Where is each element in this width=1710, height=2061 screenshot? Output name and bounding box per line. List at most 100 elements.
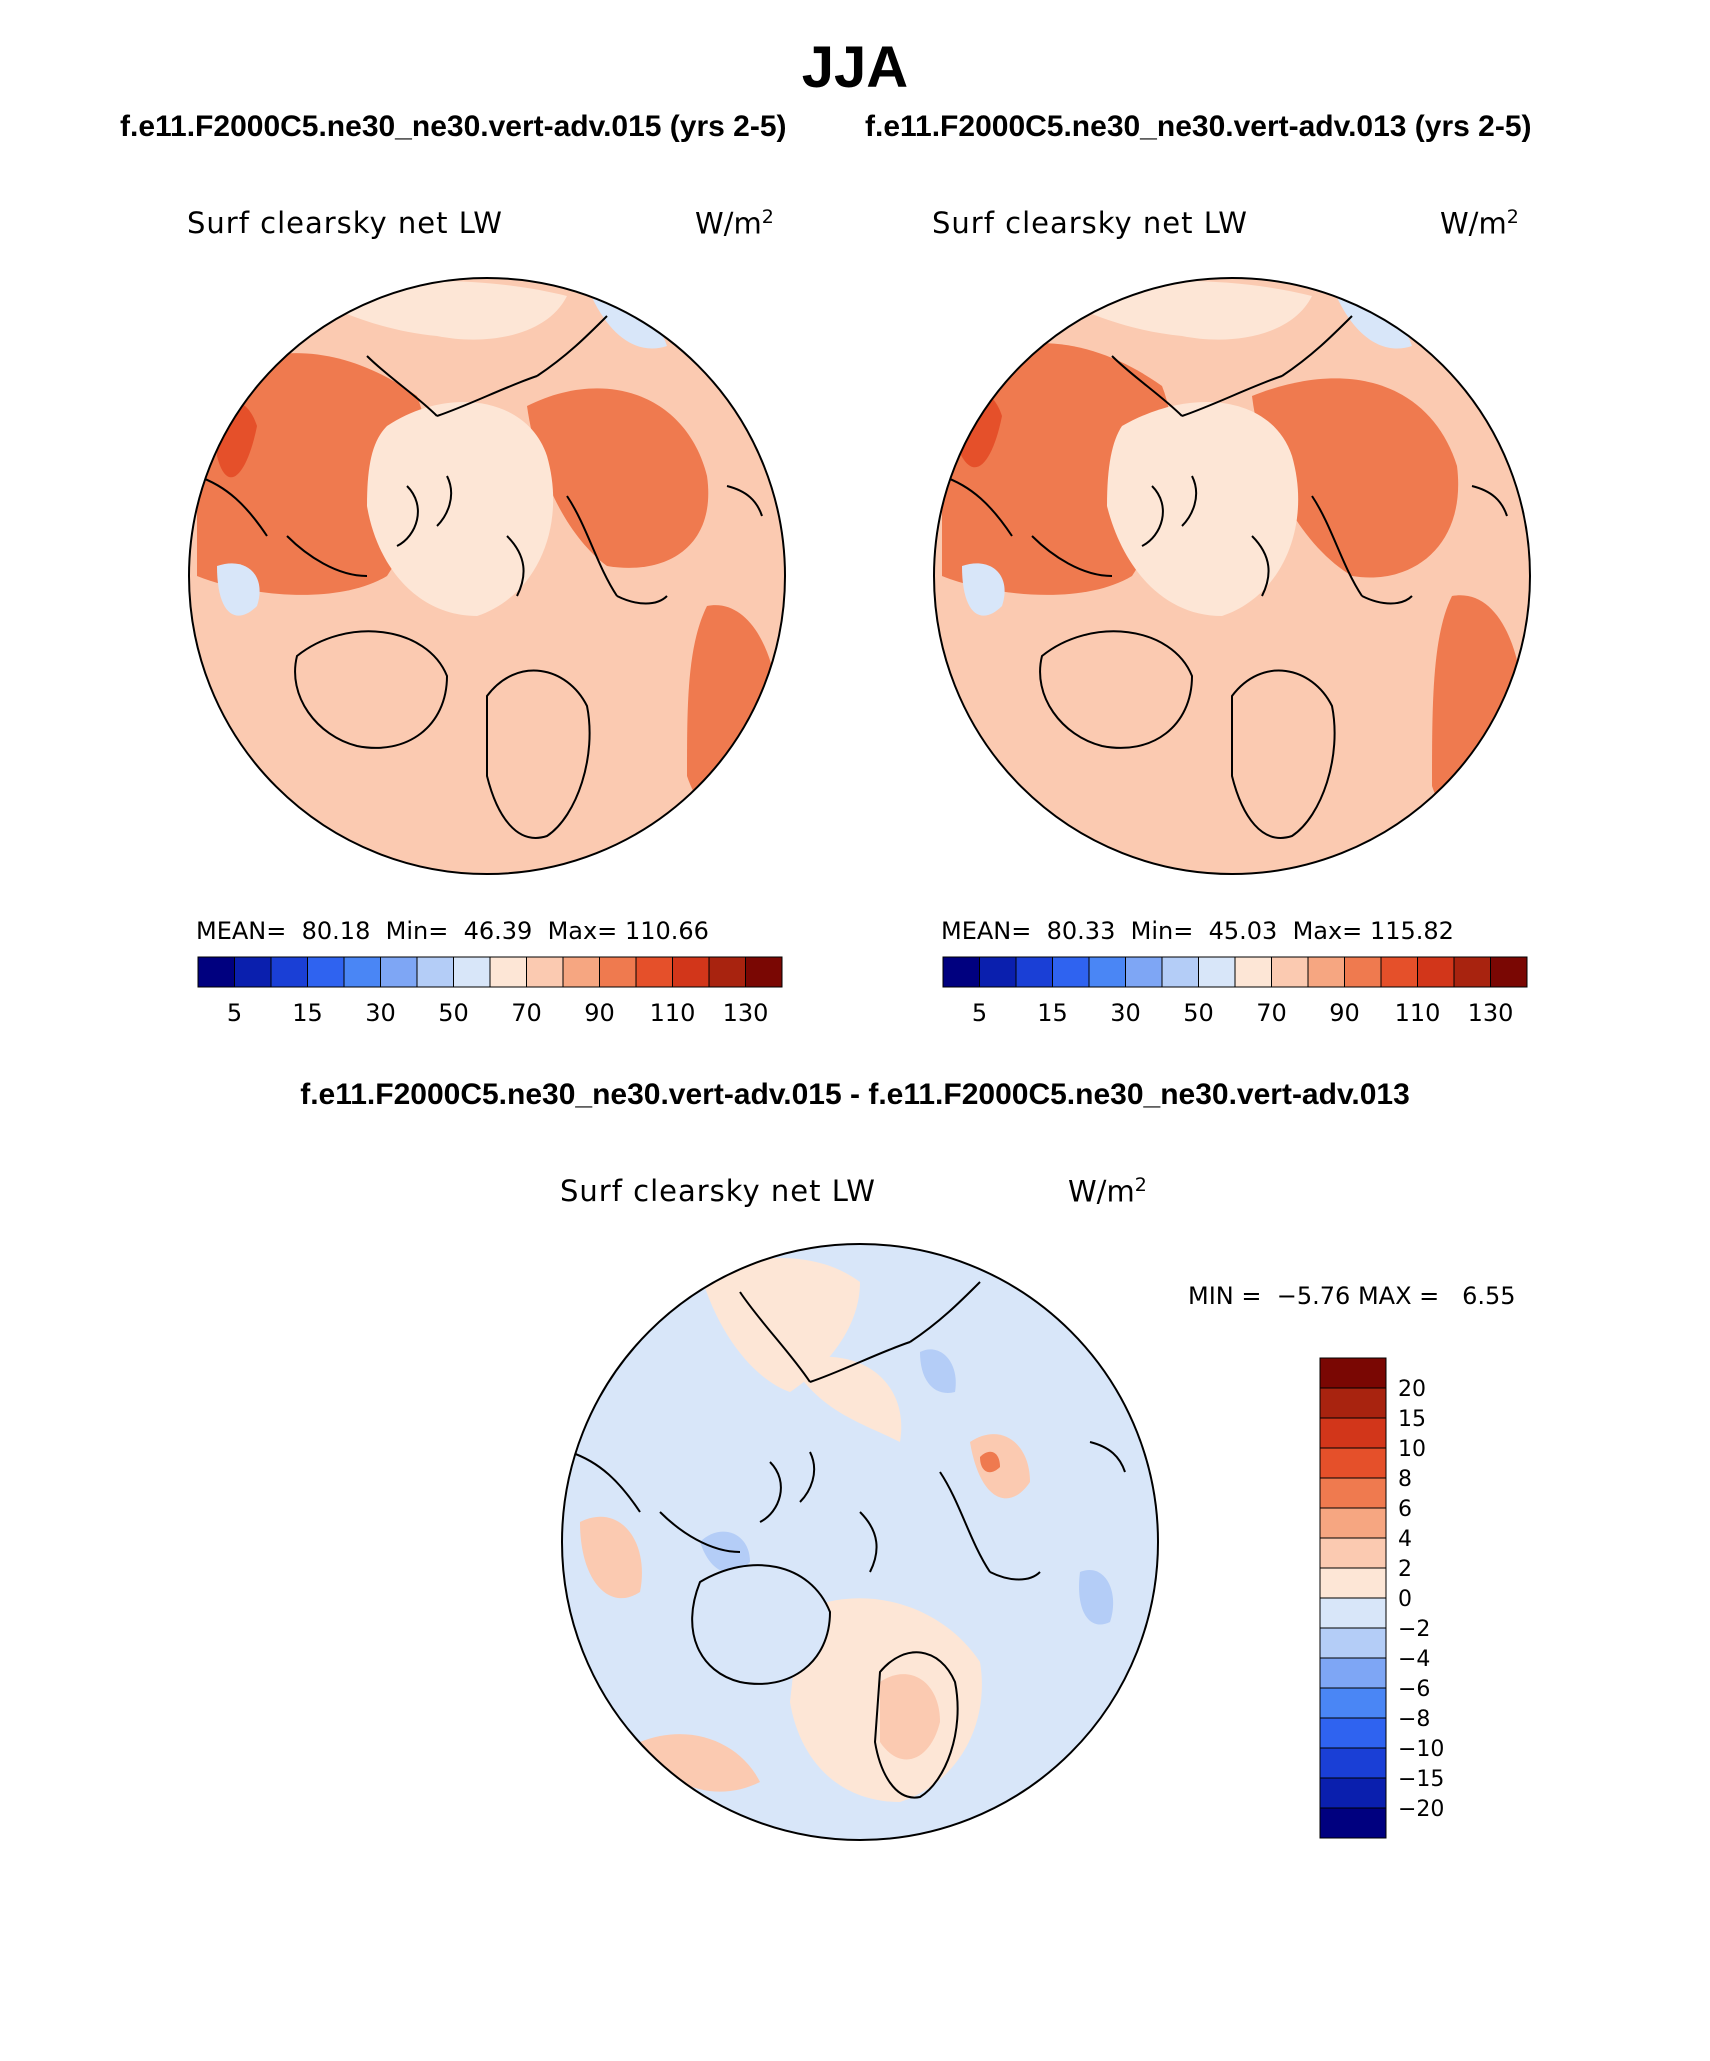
colorbar-swatch — [1319, 1597, 1387, 1629]
panel-2-colorbar: 5 15 30 50 70 90 110 130 — [942, 956, 1528, 1027]
diff-units: W/m2 — [1068, 1174, 1147, 1209]
diff-hot-spot — [980, 1451, 1000, 1473]
panel-2-coastline-east — [1471, 485, 1508, 517]
diff-min-max: MIN = −5.76 MAX = 6.55 — [1188, 1282, 1516, 1310]
colorbar-swatch — [1052, 956, 1090, 988]
diff-map-border — [561, 1243, 1159, 1841]
panel-2-scandinavia — [1231, 669, 1336, 839]
colorbar-tick-label: 20 — [1398, 1377, 1426, 1402]
colorbar-swatch — [1319, 1717, 1387, 1749]
diff-positive-region-east — [970, 1434, 1030, 1499]
colorbar-tick-label: 90 — [1329, 999, 1360, 1027]
colorbar-swatch — [1319, 1567, 1387, 1599]
colorbar-swatch — [1319, 1507, 1387, 1539]
colorbar-tick-label: 90 — [584, 999, 615, 1027]
colorbar-swatch — [1319, 1657, 1387, 1689]
colorbar-swatch — [453, 956, 491, 988]
panel-2-cold-region-hudson — [962, 563, 1005, 616]
diff-positive-region-scandinavia — [880, 1674, 940, 1760]
colorbar-tick-label: 130 — [1468, 999, 1514, 1027]
diff-greenland — [691, 1564, 832, 1685]
panel-1-coastline-siberia — [566, 495, 668, 605]
panel-1-polar-map — [188, 277, 786, 875]
panel-1-warm-region-east — [527, 388, 709, 568]
diff-negative-spot-3 — [700, 1531, 750, 1573]
colorbar-tick-label: 70 — [1256, 999, 1287, 1027]
colorbar-tick-label: 15 — [292, 999, 323, 1027]
colorbar-tick-label: −15 — [1398, 1767, 1444, 1792]
colorbar-swatch — [1015, 956, 1053, 988]
diff-scandinavia — [873, 1651, 959, 1799]
colorbar-swatch — [942, 956, 980, 988]
colorbar-swatch — [1319, 1447, 1387, 1479]
colorbar-swatch — [1088, 956, 1126, 988]
colorbar-tick-label: 70 — [511, 999, 542, 1027]
panel-2-coastline-north — [1111, 315, 1353, 417]
colorbar-tick-label: 5 — [972, 999, 987, 1027]
colorbar-swatch — [599, 956, 637, 988]
diff-positive-region-west — [580, 1516, 642, 1599]
colorbar-swatch — [416, 956, 454, 988]
colorbar-tick-label: 50 — [438, 999, 469, 1027]
panel-2-variable-label: Surf clearsky net LW — [932, 206, 1248, 240]
colorbar-swatch — [489, 956, 527, 988]
diff-coastline-canada — [569, 1451, 741, 1553]
colorbar-swatch — [1344, 956, 1382, 988]
diff-positive-region-alaska — [790, 1356, 902, 1442]
diff-coastline-islands — [759, 1451, 878, 1573]
panel-1-colorbar: 5 15 30 50 70 90 110 130 — [197, 956, 783, 1027]
colorbar-swatch — [1490, 956, 1528, 988]
colorbar-swatch — [1271, 956, 1309, 988]
panel-1-arctic-ice — [367, 402, 554, 616]
colorbar-swatch — [1319, 1417, 1387, 1449]
colorbar-swatch — [343, 956, 381, 988]
colorbar-swatch — [1125, 956, 1163, 988]
panel-1-greenland — [294, 630, 449, 749]
panel-2-coastline-islands — [1141, 475, 1270, 597]
panel-2-greenland — [1039, 630, 1194, 749]
colorbar-tick-label: −20 — [1398, 1797, 1444, 1822]
colorbar-tick-label: −8 — [1398, 1707, 1430, 1732]
colorbar-swatch — [526, 956, 564, 988]
panel-1-coastline-east — [726, 485, 763, 517]
panel-1-coastline-north — [366, 315, 608, 417]
colorbar-tick-label: 130 — [723, 999, 769, 1027]
panel-1-warm-region-west — [197, 353, 427, 595]
colorbar-tick-label: 8 — [1398, 1467, 1412, 1492]
case-title-left: f.e11.F2000C5.ne30_ne30.vert-adv.015 (yr… — [120, 110, 787, 143]
colorbar-swatch — [1417, 956, 1455, 988]
colorbar-swatch — [1319, 1747, 1387, 1779]
diff-coastline-east — [1089, 1441, 1126, 1473]
colorbar-swatch — [1319, 1387, 1387, 1419]
colorbar-tick-label: 0 — [1398, 1587, 1412, 1612]
colorbar-tick-label: 50 — [1183, 999, 1214, 1027]
colorbar-swatch — [979, 956, 1017, 988]
colorbar-swatch — [708, 956, 746, 988]
colorbar-tick-label: −10 — [1398, 1737, 1444, 1762]
panel-1-stats: MEAN= 80.18 Min= 46.39 Max= 110.66 — [196, 917, 709, 945]
diff-polar-map — [561, 1243, 1159, 1841]
diff-coastline-north — [739, 1281, 981, 1383]
colorbar-swatch — [234, 956, 272, 988]
colorbar-swatch — [1307, 956, 1345, 988]
panel-2-warm-region-west — [942, 343, 1172, 595]
colorbar-tick-label: 4 — [1398, 1527, 1412, 1552]
colorbar-swatch — [672, 956, 710, 988]
colorbar-tick-label: 30 — [1110, 999, 1141, 1027]
colorbar-tick-label: 2 — [1398, 1557, 1412, 1582]
colorbar-swatch — [745, 956, 783, 988]
diff-negative-spot-1 — [920, 1349, 956, 1393]
panel-2-units: W/m2 — [1440, 206, 1519, 241]
figure-title: JJA — [801, 35, 909, 100]
colorbar-swatch — [1319, 1687, 1387, 1719]
colorbar-tick-label: 6 — [1398, 1497, 1412, 1522]
colorbar-tick-label: −6 — [1398, 1677, 1430, 1702]
panel-1-map-border — [188, 277, 786, 875]
colorbar-tick-label: −2 — [1398, 1617, 1430, 1642]
panel-2-polar-map — [933, 277, 1531, 875]
colorbar-swatch — [562, 956, 600, 988]
panel-2-stats: MEAN= 80.33 Min= 45.03 Max= 115.82 — [941, 917, 1454, 945]
colorbar-swatch — [307, 956, 345, 988]
colorbar-tick-label: 110 — [650, 999, 696, 1027]
colorbar-swatch — [1380, 956, 1418, 988]
